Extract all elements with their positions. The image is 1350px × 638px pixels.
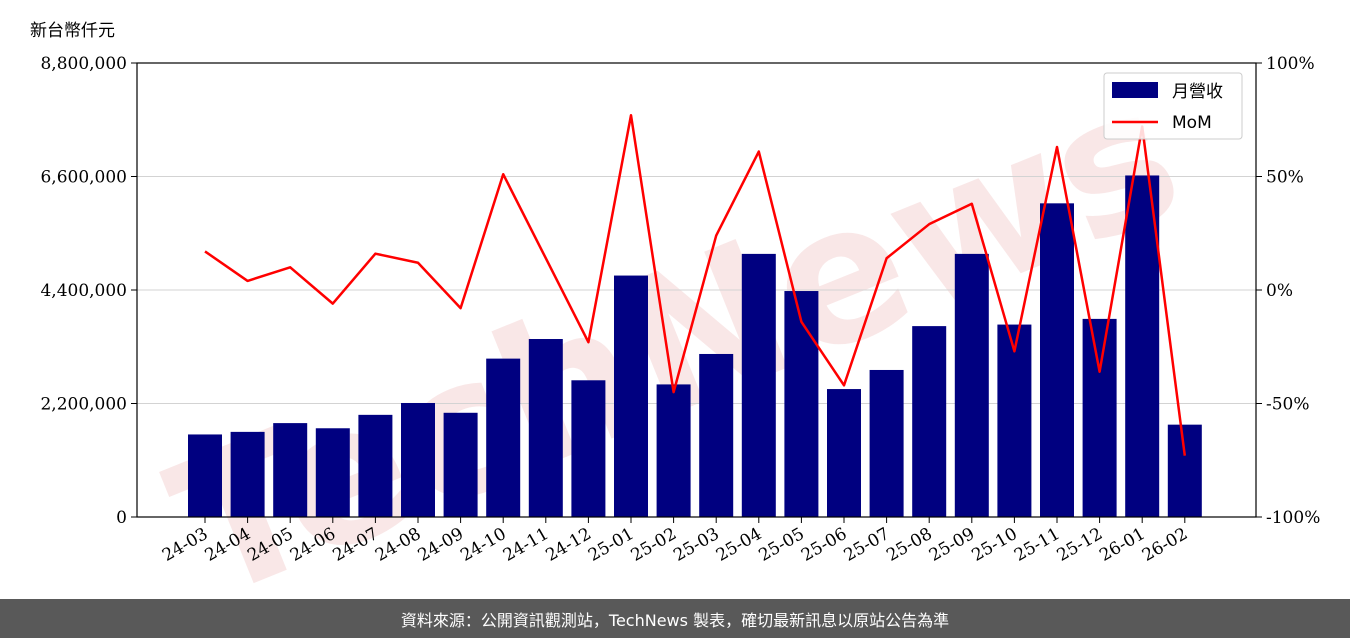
revenue-bar: [528, 339, 563, 517]
revenue-bar: [1125, 175, 1160, 517]
source-footer: 資料來源：公開資訊觀測站，TechNews 製表，確切最新訊息以原站公告為準: [0, 599, 1350, 638]
x-tick-label: 25-11: [1011, 524, 1063, 566]
y-right-tick-label: 50%: [1266, 168, 1304, 188]
x-tick-label: 24-11: [500, 524, 552, 566]
revenue-chart: TechNews02,200,0004,400,0006,600,0008,80…: [40, 41, 1320, 600]
revenue-bar: [188, 434, 222, 517]
revenue-bar: [656, 384, 691, 517]
revenue-bar: [997, 324, 1032, 517]
revenue-bar: [486, 358, 521, 517]
y-right-tick-label: 0%: [1266, 281, 1293, 301]
x-tick-label: 26-01: [1096, 524, 1148, 566]
y-left-tick-label: 2,200,000: [40, 395, 127, 415]
y-left-tick-label: 0: [116, 508, 127, 528]
x-tick-label: 25-07: [841, 524, 893, 566]
x-tick-label: 25-08: [883, 524, 935, 566]
revenue-bar: [1082, 318, 1117, 517]
y-axis-unit-label: 新台幣仟元: [30, 21, 115, 41]
x-tick-label: 25-01: [585, 524, 637, 566]
x-tick-label: 25-09: [926, 524, 978, 566]
x-tick-label: 25-10: [968, 524, 1020, 566]
y-left-tick-label: 4,400,000: [40, 281, 127, 301]
revenue-bar: [273, 423, 308, 517]
revenue-bar: [1040, 203, 1074, 517]
revenue-bar: [358, 414, 393, 517]
revenue-bar: [614, 275, 648, 517]
x-tick-label: 26-02: [1139, 524, 1191, 566]
legend-bar-swatch: [1112, 82, 1158, 98]
x-tick-label: 25-12: [1054, 524, 1106, 566]
revenue-bar: [912, 326, 947, 517]
revenue-bar: [954, 253, 989, 518]
y-left-tick-label: 8,800,000: [40, 54, 127, 74]
x-tick-label: 24-12: [542, 524, 594, 566]
revenue-bar: [230, 431, 265, 517]
revenue-bar: [315, 428, 350, 517]
x-tick-label: 25-06: [798, 524, 850, 566]
x-tick-label: 25-03: [670, 524, 722, 566]
mom-line: [204, 113, 1187, 456]
revenue-bar: [1167, 424, 1202, 517]
y-left-tick-label: 6,600,000: [40, 168, 127, 188]
x-tick-label: 25-05: [755, 524, 807, 566]
revenue-bar: [741, 253, 776, 518]
revenue-bar: [401, 402, 435, 517]
y-right-tick-label: -100%: [1266, 508, 1320, 528]
y-right-tick-label: -50%: [1266, 395, 1310, 415]
revenue-bar: [571, 380, 606, 517]
revenue-bar: [827, 389, 861, 517]
legend-label-revenue: 月營收: [1172, 82, 1223, 102]
revenue-bar: [784, 291, 819, 517]
revenue-bar: [869, 369, 904, 517]
revenue-bar: [443, 412, 478, 517]
legend-label-mom: MoM: [1172, 113, 1212, 133]
revenue-bar: [699, 353, 734, 517]
x-tick-label: 25-02: [628, 524, 680, 566]
x-tick-label: 25-04: [713, 524, 765, 566]
y-right-tick-label: 100%: [1266, 54, 1315, 74]
